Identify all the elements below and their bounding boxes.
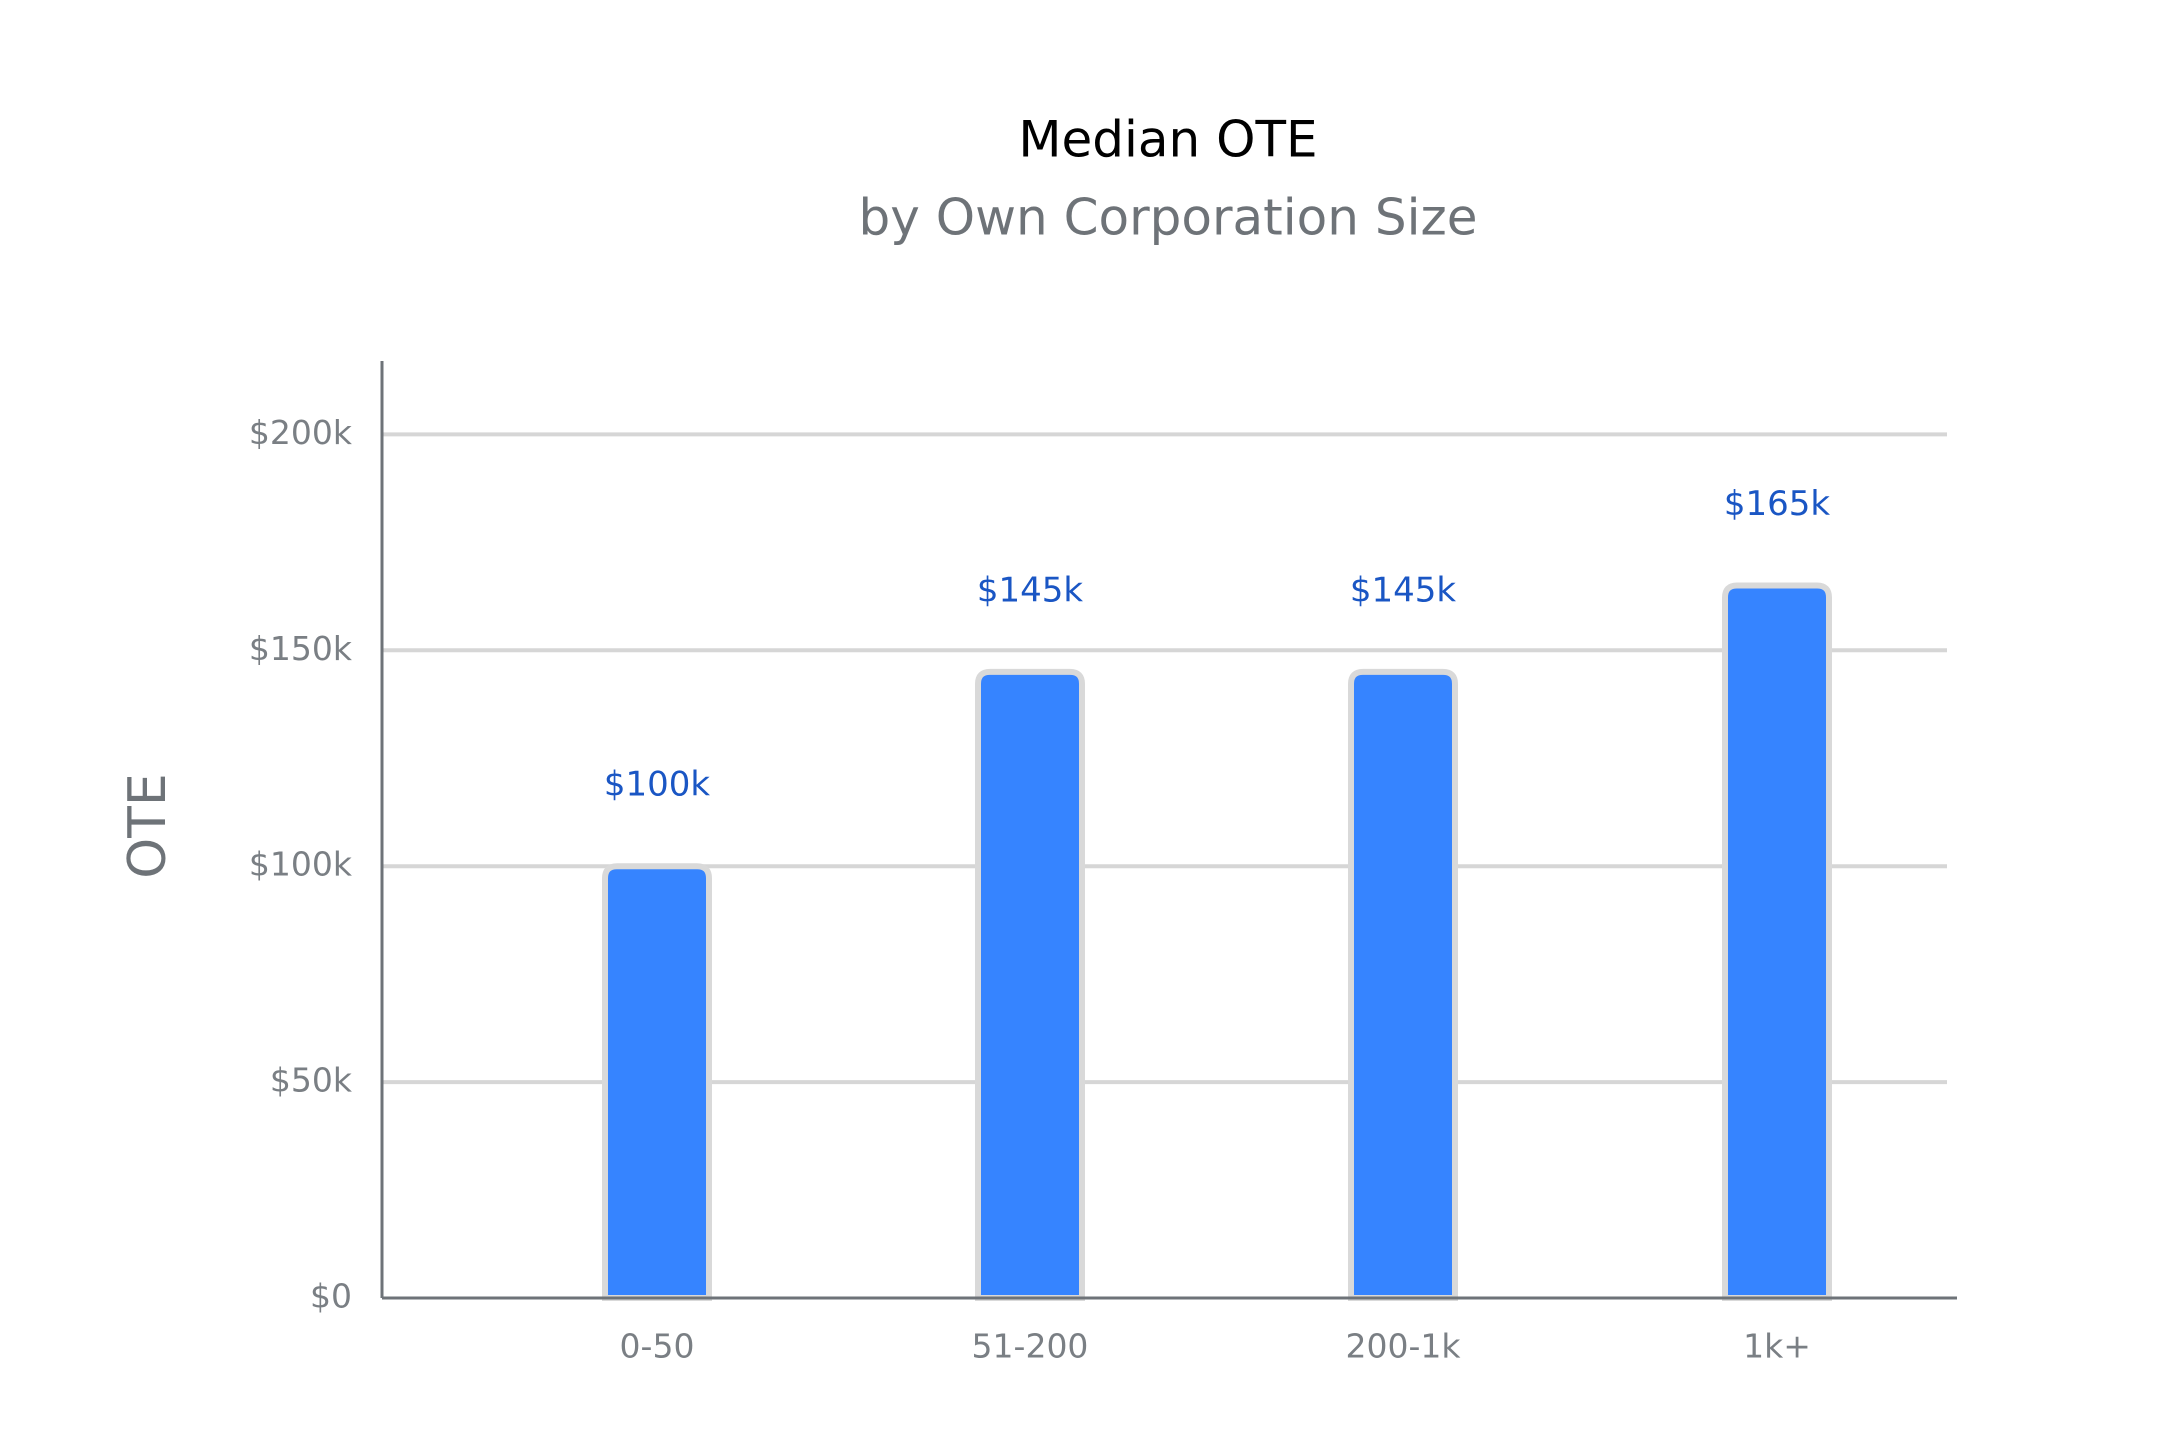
y-tick-label: $100k	[249, 845, 353, 884]
x-tick-label: 51-200	[972, 1327, 1089, 1366]
chart-title: Median OTE	[1018, 111, 1317, 169]
bar	[1722, 582, 1832, 1301]
bar	[1348, 668, 1458, 1301]
y-tick-label: $0	[310, 1277, 352, 1316]
y-tick-label: $200k	[249, 413, 353, 452]
value-label: $145k	[977, 570, 1084, 610]
bar	[602, 863, 712, 1301]
x-tick-label: 200-1k	[1345, 1327, 1461, 1366]
x-tick-label: 0-50	[620, 1327, 695, 1366]
x-tick-label: 1k+	[1743, 1327, 1811, 1366]
bar	[975, 668, 1085, 1301]
value-label: $100k	[604, 765, 711, 805]
value-label: $165k	[1724, 484, 1831, 524]
y-tick-label: $50k	[270, 1061, 353, 1100]
chart-subtitle: by Own Corporation Size	[859, 189, 1478, 247]
y-axis-label: OTE	[118, 773, 178, 879]
y-tick-label: $150k	[249, 629, 353, 668]
value-label: $145k	[1350, 570, 1457, 610]
